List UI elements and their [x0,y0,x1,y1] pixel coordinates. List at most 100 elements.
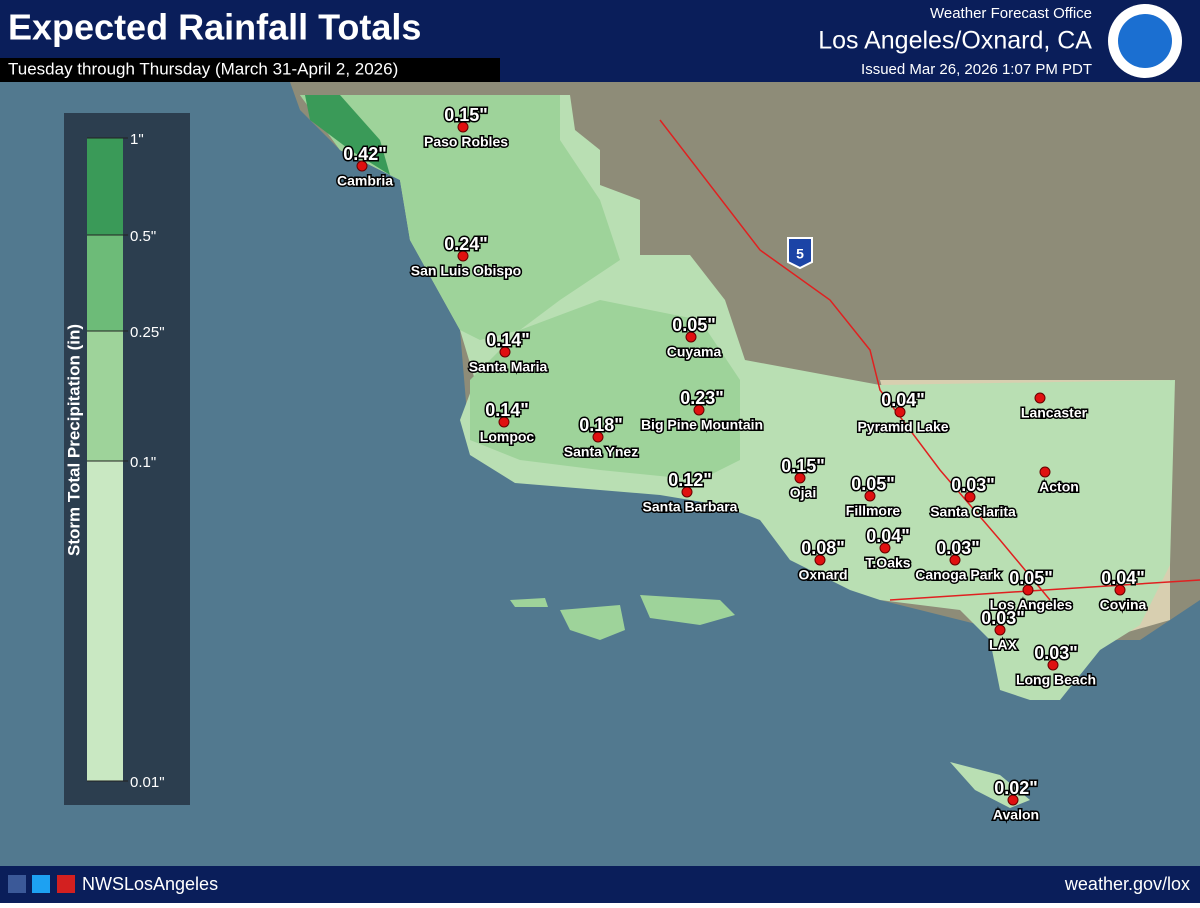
city-name: Long Beach [1016,672,1096,688]
city-name: Santa Barbara [643,499,738,515]
rain-amount: 0.42" [343,144,387,164]
legend-swatch [87,331,123,461]
city-dot [1007,794,1019,806]
city-name: Oxnard [798,567,847,583]
city-dot [794,472,806,484]
rain-amount: 0.03" [1034,643,1078,663]
rain-0.1-0.25 [470,300,740,480]
rain-amount: 0.18" [579,415,623,435]
city-name: T.Oaks [865,555,910,571]
rain-amount: 0.04" [866,526,910,546]
rain-amount: 0.15" [781,456,825,476]
website: weather.gov/lox [1064,874,1190,894]
legend-tick-label: 1" [130,131,144,148]
rain-amount: 0.23" [680,388,724,408]
facebook-icon [8,875,26,893]
city-name: Santa Maria [469,359,548,375]
city-dot [1039,466,1051,478]
rain-0.5-1 [305,95,390,175]
city-name: Los Angeles [990,597,1073,613]
city-dot [964,491,976,503]
title: Expected Rainfall Totals [8,7,421,48]
social-handle: NWSLosAngeles [82,874,218,894]
legend-tick-label: 0.5" [130,228,156,245]
office: Weather Forecast Office [930,5,1092,22]
legend-tick-label: 0.1" [130,454,156,471]
city-name: Canoga Park [915,567,1001,583]
rain-amount: 0.14" [485,400,529,420]
city-name: Santa Clarita [930,504,1016,520]
city-dot [894,406,906,418]
legend-tick-label: 0.01" [130,774,165,791]
rain-amount: 0.15" [444,105,488,125]
city-dot [1034,392,1046,404]
city-dot [457,250,469,262]
city-dot [1114,584,1126,596]
rain-amount: 0.14" [486,330,530,350]
footer-bar [0,866,1200,903]
highway-line [659,119,1051,601]
nws-logo-inner [1118,14,1172,68]
city-name: Cuyama [667,344,722,360]
city-dot [879,542,891,554]
interstate-shield [787,237,813,270]
location: Los Angeles/Oxnard, CA [818,27,1092,55]
city-dot [499,346,511,358]
city-dot [814,554,826,566]
youtube-icon [57,875,75,893]
city-name: Lancaster [1021,405,1088,421]
city-dot [693,404,705,416]
city-dot [994,624,1006,636]
highway-line [889,579,1200,601]
rain-amount: 0.12" [668,470,712,490]
legend-swatch [87,138,123,235]
city-dot [457,121,469,133]
city-name: Paso Robles [424,134,508,150]
city-name: LAX [989,637,1018,653]
rain-amount: 0.03" [951,475,995,495]
legend-title: Storm Total Precipitation (in) [64,324,83,556]
city-dot [1022,584,1034,596]
subtitle: Tuesday through Thursday (March 31-April… [8,59,398,78]
city-name: Acton [1039,479,1079,495]
city-dot [864,490,876,502]
legend-ticks: 1" 0.5" 0.25" 0.1" 0.01" [87,131,165,791]
city-name: San Luis Obispo [411,263,521,279]
city-name: Cambria [337,173,393,189]
city-dot [685,331,697,343]
rain-amount: 0.04" [881,390,925,410]
legend-box [64,113,190,805]
city-dot [681,486,693,498]
rain-amount: 0.03" [981,608,1025,628]
rain-amount: 0.05" [672,315,716,335]
city-name: Santa Ynez [564,444,638,460]
city-dot [592,431,604,443]
rain-amount: 0.03" [936,538,980,558]
rain-amount: 0.04" [1101,568,1145,588]
legend-swatch [87,235,123,331]
rain-amount: 0.05" [1009,568,1053,588]
city-name: Avalon [993,807,1039,823]
city-dot [498,416,510,428]
city-name: Ojai [790,485,816,501]
rain-amount: 0.08" [801,538,845,558]
rain-amount: 0.24" [444,234,488,254]
city-dot [949,554,961,566]
rain-amount: 0.02" [994,778,1038,798]
city-dot [356,160,368,172]
twitter-icon [32,875,50,893]
city-name: Lompoc [480,429,535,445]
subtitle-bar [0,58,500,82]
island [510,598,548,607]
city-name: Covina [1100,597,1147,613]
rain-amount: 0.05" [851,474,895,494]
city-dot [1047,659,1059,671]
issued: Issued Mar 26, 2026 1:07 PM PDT [861,61,1092,78]
city-name: Fillmore [846,503,901,519]
city-name: Pyramid Lake [857,419,948,435]
island [560,605,625,640]
legend-swatch [87,461,123,781]
island [640,595,735,625]
cities: 0.15" Paso Robles 0.42" Cambria 0.24" San Lui… [335,103,1148,824]
